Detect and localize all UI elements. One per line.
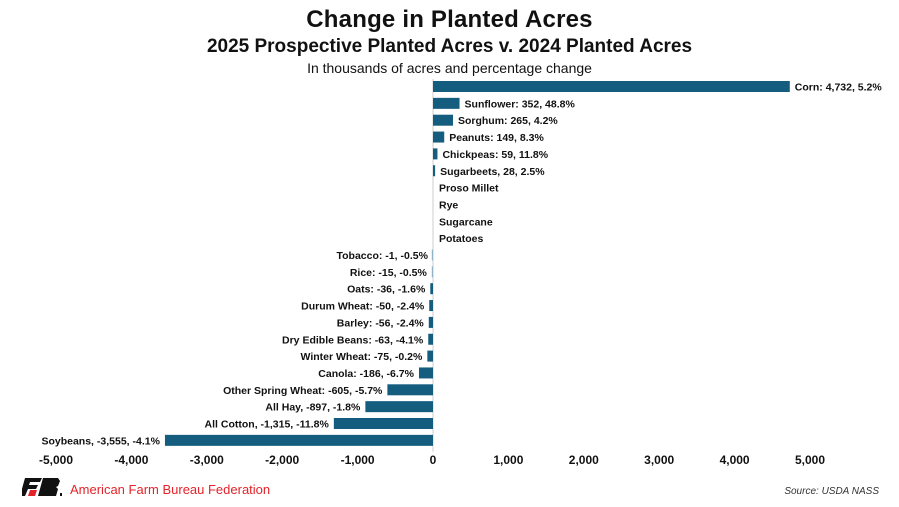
bar-winter-wheat [427, 350, 433, 362]
bar-label-tobacco: Tobacco: -1, -0.5% [337, 250, 429, 262]
bar-label-other-spring-wheat: Other Spring Wheat: -605, -5.7% [223, 385, 383, 397]
bar-label-rice: Rice: -15, -0.5% [350, 267, 428, 279]
bar-canola [418, 367, 433, 379]
bar-label-all-cotton: All Cotton, -1,315, -11.8% [205, 419, 330, 431]
x-tick-label: -1,000 [341, 453, 375, 467]
bar-label-dry-edible-beans: Dry Edible Beans: -63, -4.1% [282, 334, 424, 346]
bar-barley [428, 316, 433, 328]
x-tick-label: 5,000 [795, 453, 825, 467]
bar-oats [430, 283, 433, 295]
bar-all-cotton [333, 418, 433, 429]
bar-label-sugarbeets: Sugarbeets, 28, 2.5% [440, 166, 545, 178]
bar-label-peanuts: Peanuts: 149, 8.3% [449, 132, 544, 144]
bar-soybeans [164, 434, 433, 446]
x-tick-label: -5,000 [39, 453, 73, 467]
bar-dry-edible-beans [428, 333, 433, 345]
x-axis-ticks: -5,000 -4,000 -3,000 -2,000 -1,000 0 1,000 2,00… [39, 453, 825, 467]
bar-label-barley: Barley: -56, -2.4% [337, 317, 425, 329]
bar-chickpeas [433, 148, 438, 160]
x-tick-label: 1,000 [493, 453, 523, 467]
chart-note: In thousands of acres and percentage cha… [307, 60, 592, 76]
bar-label-soybeans: Soybeans, -3,555, -4.1% [41, 435, 160, 447]
bar-label-chickpeas: Chickpeas: 59, 11.8% [442, 149, 548, 161]
bar-tobacco [431, 249, 433, 261]
source-note: Source: USDA NASS [784, 486, 879, 497]
chart-subtitle: 2025 Prospective Planted Acres v. 2024 P… [206, 36, 693, 57]
chart-title: Change in Planted Acres [306, 6, 593, 33]
bar-label-oats: Oats: -36, -1.6% [347, 284, 426, 296]
bars-group [164, 81, 790, 446]
bar-label-winter-wheat: Winter Wheat: -75, -0.2% [301, 351, 424, 363]
x-tick-label: 0 [430, 453, 437, 467]
bar-labels-group: Corn: 4,732, 5.2% Sunflower: 352, 48.8% So… [41, 82, 882, 448]
bar-corn [433, 81, 790, 92]
bar-label-sunflower: Sunflower: 352, 48.8% [465, 98, 576, 110]
bar-sugarbeets [433, 165, 436, 177]
bar-peanuts [433, 131, 445, 143]
x-tick-label: 4,000 [720, 453, 750, 467]
organization-name: American Farm Bureau Federation [70, 482, 271, 497]
bar-label-all-hay: All Hay, -897, -1.8% [265, 402, 361, 414]
bar-sunflower [433, 97, 460, 109]
bar-label-durum-wheat: Durum Wheat: -50, -2.4% [301, 301, 425, 313]
bar-durum-wheat [429, 300, 433, 312]
bar-all-hay [365, 401, 433, 413]
bar-label-corn: Corn: 4,732, 5.2% [795, 82, 883, 94]
bar-label-potatoes: Potatoes [439, 233, 484, 245]
x-tick-label: 3,000 [644, 453, 674, 467]
x-tick-label: 2,000 [569, 453, 599, 467]
bar-label-proso-millet: Proso Millet [439, 183, 499, 195]
bar-rice [431, 266, 433, 278]
bar-other-spring-wheat [387, 384, 433, 396]
bar-label-canola: Canola: -186, -6.7% [318, 368, 414, 380]
bar-label-sorghum: Sorghum: 265, 4.2% [458, 115, 558, 127]
bar-label-rye: Rye [439, 199, 458, 211]
afbf-logo-icon [22, 478, 62, 496]
x-tick-label: -4,000 [114, 453, 148, 467]
x-tick-label: -3,000 [190, 453, 224, 467]
x-tick-label: -2,000 [265, 453, 299, 467]
bar-label-sugarcane: Sugarcane [439, 216, 493, 228]
bar-sorghum [433, 114, 453, 126]
